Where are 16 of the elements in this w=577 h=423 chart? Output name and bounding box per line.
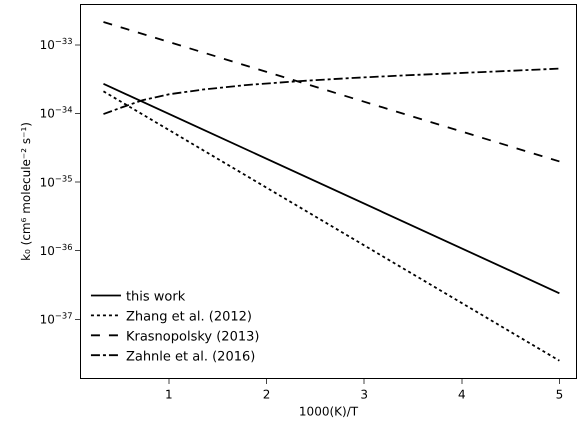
legend-label: Zhang et al. (2012) — [126, 309, 252, 324]
legend-label: Krasnopolsky (2013) — [126, 329, 260, 344]
x-tick-label: 1 — [165, 387, 173, 402]
y-tick-label: 10$^{−35}$ — [40, 173, 73, 190]
x-tick-label: 2 — [262, 387, 270, 402]
legend-label: Zahnle et al. (2016) — [126, 349, 256, 364]
y-tick-label: 10$^{−37}$ — [40, 310, 73, 327]
x-tick-label: 5 — [556, 387, 564, 402]
y-tick-label: 10$^{−36}$ — [40, 242, 73, 258]
x-tick-label: 3 — [360, 387, 368, 402]
legend-label: this work — [126, 290, 186, 305]
y-tick-label: 10$^{−33}$ — [40, 36, 73, 52]
x-axis-title: 1000(K)/T — [298, 404, 359, 418]
x-tick-label: 4 — [458, 387, 466, 402]
y-axis-title: k₀ (cm⁶ molecule⁻² s⁻¹) — [18, 122, 33, 261]
y-tick-label: 10$^{−34}$ — [40, 104, 73, 121]
